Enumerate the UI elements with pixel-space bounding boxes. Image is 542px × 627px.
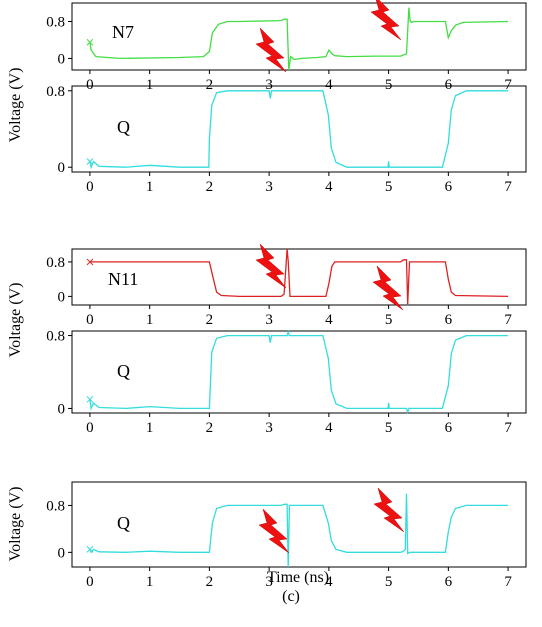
x-tick-label: 5	[385, 77, 393, 93]
x-tick-label: 2	[206, 77, 214, 93]
panel-c-q-plot: 0 1 2 3 4 5 6 7 0 0.8 Q Voltage (V) Time (ns) (c)	[7, 481, 527, 605]
x-tick-label: 4	[325, 312, 333, 328]
plot-frame	[71, 2, 527, 71]
y-tick-label: 0.8	[46, 498, 65, 514]
x-tick-label: 2	[206, 312, 214, 328]
series-line-q	[89, 90, 509, 170]
lightning-bolt-icon	[373, 487, 405, 533]
panel-a-n7-plot: 0 1 2 3 4 5 6 7 0 0.8 N7 Voltage (V)	[7, 0, 527, 143]
signal-label: N7	[112, 22, 134, 42]
signal-label: Q	[117, 361, 130, 381]
y-tick-label: 0	[58, 51, 66, 67]
x-tick-label: 2	[206, 420, 214, 436]
x-tick-label: 7	[504, 420, 512, 436]
start-marker	[86, 258, 94, 266]
lightning-bolt-icon	[370, 0, 402, 41]
plot-frame	[71, 330, 527, 414]
panel-b-q-plot: 0 1 2 3 4 5 6 7 0 0.8 Q	[46, 329, 527, 436]
series-line-n11	[89, 248, 509, 305]
x-tick-label: 2	[206, 179, 214, 195]
start-marker	[86, 38, 94, 46]
x-tick-label: 3	[265, 77, 273, 93]
series-line-q	[89, 329, 509, 415]
y-tick-label: 0	[58, 545, 66, 561]
x-tick-label: 6	[445, 420, 453, 436]
x-tick-label: 3	[265, 312, 273, 328]
panel-b-n11-plot: 0 1 2 3 4 5 6 7 0 0.8 N11 Voltage (V)	[7, 243, 527, 358]
y-axis-label: Voltage (V)	[7, 283, 24, 358]
y-tick-label: 0.8	[46, 255, 65, 271]
x-tick-label: 7	[504, 312, 512, 328]
x-tick-label: 7	[504, 77, 512, 93]
y-tick-label: 0.8	[46, 329, 65, 345]
x-tick-label: 1	[146, 574, 154, 590]
x-tick-label: 5	[385, 312, 393, 328]
x-tick-label: 7	[504, 574, 512, 590]
series-line-q	[89, 493, 509, 568]
start-marker	[86, 395, 94, 403]
y-tick-label: 0	[58, 160, 66, 176]
x-tick-label: 2	[206, 574, 214, 590]
x-tick-label: 1	[146, 420, 154, 436]
x-tick-label: 4	[325, 179, 333, 195]
x-tick-label: 7	[504, 179, 512, 195]
x-tick-label: 1	[146, 179, 154, 195]
x-tick-label: 6	[445, 77, 453, 93]
y-tick-label: 0	[58, 289, 66, 305]
x-axis-label: Time (ns)	[267, 569, 329, 586]
x-tick-label: 4	[325, 574, 333, 590]
x-tick-label: 0	[86, 312, 94, 328]
lightning-bolt-icon	[372, 265, 404, 311]
x-tick-label: 6	[445, 312, 453, 328]
plot-frame	[71, 248, 527, 306]
x-tick-label: 0	[86, 77, 94, 93]
x-tick-label: 0	[86, 420, 94, 436]
x-tick-label: 0	[86, 574, 94, 590]
x-tick-label: 4	[325, 420, 333, 436]
y-axis-label: Voltage (V)	[7, 68, 24, 143]
y-tick-label: 0.8	[46, 84, 65, 100]
signal-label: Q	[117, 117, 130, 137]
x-tick-label: 0	[86, 179, 94, 195]
y-tick-label: 0.8	[46, 14, 65, 30]
y-axis-label: Voltage (V)	[7, 487, 24, 562]
x-tick-label: 5	[385, 420, 393, 436]
signal-label: N11	[108, 269, 138, 289]
lightning-bolt-icon	[255, 27, 287, 73]
x-tick-label: 5	[385, 574, 393, 590]
panel-a-q-plot: 0 1 2 3 4 5 6 7 0 0.8 Q	[46, 84, 527, 195]
lightning-bolt-icon	[255, 243, 287, 289]
plot-frame	[71, 85, 527, 173]
plot-frame	[71, 481, 527, 568]
lightning-bolt-icon	[258, 508, 290, 554]
x-tick-label: 3	[265, 574, 273, 590]
x-tick-label: 6	[445, 574, 453, 590]
x-tick-label: 3	[265, 179, 273, 195]
panel-label: (c)	[282, 588, 300, 605]
x-tick-label: 1	[146, 312, 154, 328]
x-tick-label: 3	[265, 420, 273, 436]
x-tick-label: 5	[385, 179, 393, 195]
start-marker	[86, 546, 94, 553]
y-tick-label: 0	[58, 401, 66, 417]
signal-label: Q	[117, 513, 130, 533]
x-tick-label: 6	[445, 179, 453, 195]
series-line-n7	[89, 7, 509, 71]
start-marker	[86, 158, 94, 165]
x-tick-label: 4	[325, 77, 333, 93]
x-tick-label: 1	[146, 77, 154, 93]
